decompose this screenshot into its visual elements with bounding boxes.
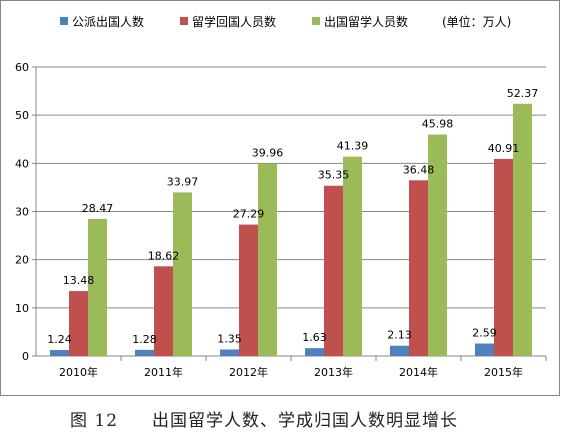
bar-2 <box>69 291 88 356</box>
data-labels: 1.24 13.48 28.47 1.28 18.62 33.97 1.35 27.29 39.… <box>47 87 538 346</box>
bar-1 <box>135 349 154 356</box>
bar-3 <box>513 103 532 357</box>
data-label: 2.13 <box>387 329 412 342</box>
x-tick-label: 2011年 <box>144 365 183 379</box>
bars <box>50 103 532 357</box>
bar-3 <box>343 156 362 356</box>
bar-3 <box>258 163 277 356</box>
data-label: 1.63 <box>302 331 327 344</box>
bar-3 <box>428 134 447 356</box>
y-tick-label: 10 <box>15 302 29 315</box>
data-label: 13.48 <box>63 274 95 287</box>
legend-swatch <box>312 17 320 25</box>
data-label: 36.48 <box>403 163 435 176</box>
legend-swatch <box>60 17 68 25</box>
data-label: 2.59 <box>472 327 497 340</box>
data-label: 1.24 <box>47 333 72 346</box>
y-tick-label: 0 <box>22 350 29 363</box>
data-label: 18.62 <box>148 249 180 262</box>
figure-caption: 图 12 出国留学人数、学成归国人数明显增长 <box>0 404 562 431</box>
data-label: 28.47 <box>82 202 114 215</box>
legend: 公派出国人数 留学回国人员数 出国留学人员数 (单位：万人) <box>60 14 511 29</box>
bar-chart: 0 10 20 30 40 50 60 2010年 2011年 2012年 2013年 2014年 20… <box>15 14 547 379</box>
legend-label: 出国留学人员数 <box>324 14 408 29</box>
data-label: 45.98 <box>422 118 454 131</box>
axes: 0 10 20 30 40 50 60 2010年 2011年 2012年 2013年 2014年 20… <box>15 61 547 379</box>
x-tick-label: 2010年 <box>59 365 98 379</box>
gridlines <box>36 66 546 309</box>
data-label: 27.29 <box>233 208 265 221</box>
data-label: 35.35 <box>318 169 350 182</box>
data-label: 39.96 <box>252 147 284 160</box>
bar-2 <box>409 180 428 356</box>
unit-note: (单位：万人) <box>442 14 511 29</box>
bar-1 <box>475 343 494 356</box>
data-label: 52.37 <box>507 87 539 100</box>
y-tick-label: 30 <box>15 206 29 219</box>
data-label: 40.91 <box>488 142 520 155</box>
x-tick-label: 2012年 <box>229 365 268 379</box>
data-label: 1.35 <box>217 332 242 345</box>
y-tick-label: 20 <box>15 254 29 267</box>
bar-2 <box>324 185 343 356</box>
data-label: 33.97 <box>167 175 199 188</box>
data-label: 41.39 <box>337 140 369 153</box>
bar-1 <box>305 348 324 356</box>
legend-label: 公派出国人数 <box>72 14 144 29</box>
bar-2 <box>494 158 513 356</box>
x-tick-label: 2015年 <box>484 365 523 379</box>
bar-1 <box>390 345 409 356</box>
legend-swatch <box>180 17 188 25</box>
x-tick-label: 2013年 <box>314 365 353 379</box>
bar-3 <box>173 192 192 356</box>
x-tick-label: 2014年 <box>399 365 438 379</box>
y-tick-label: 60 <box>15 61 29 74</box>
bar-3 <box>88 218 107 356</box>
y-tick-label: 50 <box>15 109 29 122</box>
bar-1 <box>220 349 239 356</box>
y-tick-label: 40 <box>15 157 29 170</box>
figure-label: 图 12 <box>70 411 119 431</box>
legend-label: 留学回国人员数 <box>192 14 276 29</box>
caption-text: 出国留学人数、学成归国人数明显增长 <box>152 411 458 431</box>
bar-1 <box>50 350 69 356</box>
data-label: 1.28 <box>132 333 157 346</box>
bar-2 <box>154 266 173 356</box>
bar-2 <box>239 224 258 356</box>
